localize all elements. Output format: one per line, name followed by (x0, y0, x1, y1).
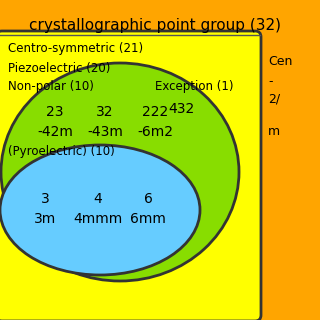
Text: -6m2: -6m2 (137, 125, 173, 139)
Text: -42m: -42m (37, 125, 73, 139)
Text: 3: 3 (41, 192, 49, 206)
FancyBboxPatch shape (0, 31, 261, 320)
Text: Exception (1): Exception (1) (155, 80, 234, 93)
Text: 432: 432 (168, 102, 194, 116)
Text: m: m (268, 125, 280, 138)
Text: 4mmm: 4mmm (73, 212, 123, 226)
Text: Centro-symmetric (21): Centro-symmetric (21) (8, 42, 143, 55)
Text: 23: 23 (46, 105, 64, 119)
Text: 3m: 3m (34, 212, 56, 226)
Text: 4: 4 (94, 192, 102, 206)
Text: (Pyroelectric) (10): (Pyroelectric) (10) (8, 145, 115, 158)
Text: crystallographic point group (32): crystallographic point group (32) (29, 18, 281, 33)
Text: Cen: Cen (268, 55, 292, 68)
Text: 222: 222 (142, 105, 168, 119)
Ellipse shape (1, 63, 239, 281)
Text: Non-polar (10): Non-polar (10) (8, 80, 94, 93)
Text: Piezoelectric (20): Piezoelectric (20) (8, 62, 110, 75)
Text: -: - (268, 75, 273, 88)
Text: 6: 6 (144, 192, 152, 206)
Text: 32: 32 (96, 105, 114, 119)
Text: 6mm: 6mm (130, 212, 166, 226)
Text: -43m: -43m (87, 125, 123, 139)
Text: 2/: 2/ (268, 92, 280, 105)
Ellipse shape (0, 145, 200, 275)
